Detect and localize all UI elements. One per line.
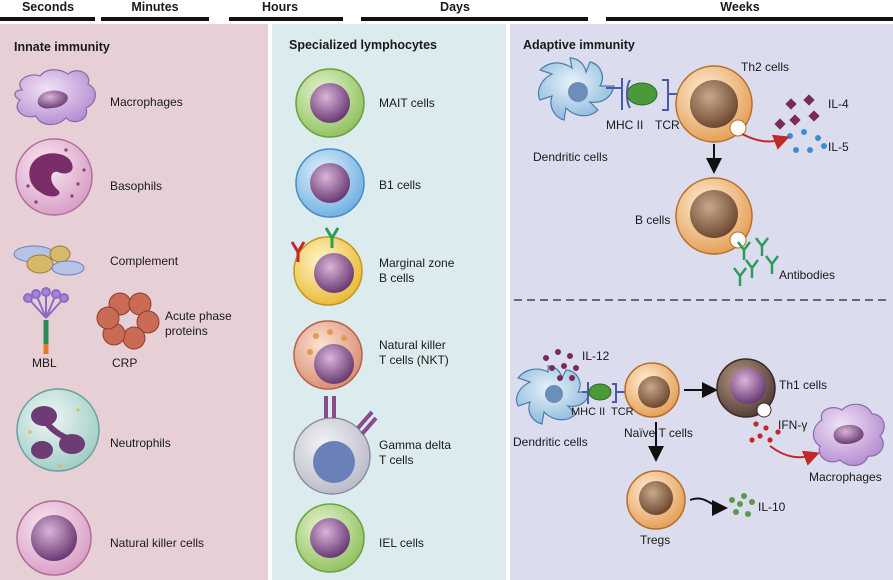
label-complement: Complement — [110, 254, 179, 268]
label-th2: Th2 cells — [741, 60, 790, 74]
timeline-label-weeks: Weeks — [720, 0, 760, 14]
label-b1: B1 cells — [379, 178, 422, 192]
label-th1: Th1 cells — [779, 378, 828, 392]
adaptive-title: Adaptive immunity — [523, 38, 635, 52]
b-cell-icon — [675, 177, 753, 255]
label-il12: IL-12 — [582, 349, 610, 363]
naive-t-cell-icon — [624, 362, 680, 418]
label-crp: CRP — [112, 356, 138, 370]
label-nk-cells: Natural killer cells — [110, 536, 205, 550]
label-il5: IL-5 — [828, 140, 849, 154]
tregs-cell-icon — [626, 470, 686, 530]
timeline: Seconds Minutes Hours Days Weeks — [0, 0, 893, 24]
basophil-icon — [15, 138, 93, 216]
timeline-bar — [361, 17, 588, 21]
b1-cell-icon — [295, 148, 365, 218]
mbl-icon — [23, 287, 69, 354]
label-basophils: Basophils — [110, 179, 163, 193]
label-il10: IL-10 — [758, 500, 786, 514]
nkt-cell-icon — [293, 320, 363, 390]
label-neutrophils: Neutrophils — [110, 436, 171, 450]
timeline-bar — [229, 17, 343, 21]
timeline-bar — [101, 17, 209, 21]
label-tcr-bottom: TCR — [611, 406, 634, 418]
timeline-label-hours: Hours — [261, 0, 299, 14]
specialized-title: Specialized lymphocytes — [289, 38, 437, 52]
label-ifn-gamma: IFN-γ — [778, 418, 808, 432]
timeline-bar — [0, 17, 95, 21]
label-naive-t-cells: Naïve T cells — [624, 426, 693, 440]
neutrophil-icon — [16, 388, 100, 472]
label-mhc2-bottom: MHC II — [571, 406, 606, 418]
mait-cell-icon — [295, 68, 365, 138]
innate-title: Innate immunity — [14, 40, 110, 54]
il4-dots — [774, 94, 820, 130]
complement-icon — [13, 245, 85, 276]
label-iel: IEL cells — [379, 536, 424, 550]
label-mhc2-top: MHC II — [606, 118, 644, 132]
label-mait: MAIT cells — [379, 96, 435, 110]
crp-icon — [96, 292, 160, 350]
label-macrophages-adaptive: Macrophages — [809, 470, 882, 484]
il5-dots — [787, 129, 827, 153]
macrophage-icon-adaptive — [812, 403, 885, 467]
label-acute-phase-proteins: Acute phase proteins — [165, 309, 232, 338]
label-antibodies: Antibodies — [779, 268, 836, 282]
ifn-gamma-dots — [749, 421, 781, 443]
th2-cell-icon — [675, 65, 753, 143]
label-mbl: MBL — [32, 356, 57, 370]
timeline-label-days: Days — [440, 0, 470, 14]
il12-dots — [543, 349, 579, 381]
gamma-delta-t-cell-icon — [293, 396, 378, 495]
label-dendritic-top: Dendritic cells — [533, 150, 608, 164]
nk-cell-icon — [16, 500, 92, 576]
label-nkt: Natural killer T cells (NKT) — [379, 338, 449, 367]
marginal-zone-b-cell-icon — [290, 227, 363, 306]
il10-dots — [729, 493, 755, 517]
dendritic-cell-icon-top — [537, 57, 615, 121]
antibodies-icon — [733, 237, 779, 286]
timeline-label-seconds: Seconds — [21, 0, 75, 14]
timeline-bar — [606, 17, 893, 21]
label-macrophages: Macrophages — [110, 95, 183, 109]
label-marginal-zone: Marginal zone B cells — [379, 256, 455, 285]
label-tregs: Tregs — [640, 533, 671, 547]
label-il4: IL-4 — [828, 97, 849, 111]
th1-cell-icon — [716, 358, 776, 418]
iel-cell-icon — [295, 503, 365, 573]
timeline-label-minutes: Minutes — [131, 0, 179, 14]
label-gamma-delta: Gamma delta T cells — [379, 438, 452, 467]
macrophage-icon — [14, 69, 96, 126]
label-b-cells: B cells — [635, 213, 671, 227]
label-dendritic-bottom: Dendritic cells — [513, 435, 588, 449]
label-tcr-top: TCR — [655, 118, 680, 132]
antigen-icon — [626, 82, 658, 106]
